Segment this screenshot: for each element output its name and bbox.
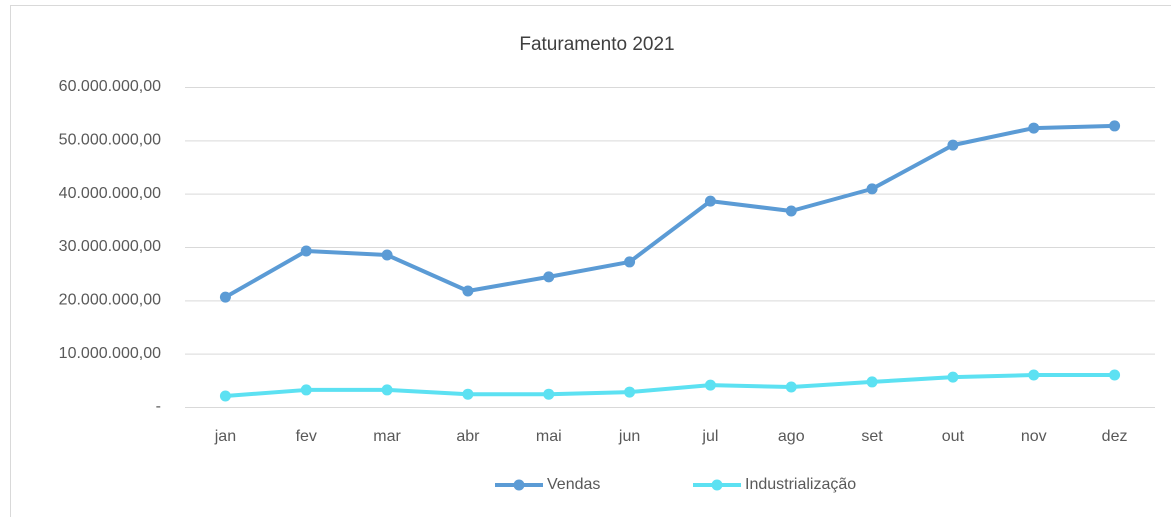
legend-marker [711,479,723,491]
point [219,390,231,402]
point [462,285,474,297]
x-tick-label: ago [778,428,805,445]
point [1028,122,1040,134]
series-line [225,373,1115,399]
x-tick-label: jan [214,428,236,445]
y-tick-label: 30.000.000,00 [59,238,161,255]
point [300,245,312,257]
point [785,381,797,393]
point [1109,369,1121,381]
point [947,371,959,383]
point [543,388,555,400]
x-tick-label: mai [536,428,562,445]
series-line [224,123,1115,299]
x-tick-label: set [861,428,883,445]
point [219,291,231,303]
point [704,379,716,391]
x-tick-label: dez [1102,428,1128,445]
legend-marker [513,479,525,491]
point [624,386,636,398]
x-tick-label: abr [456,428,480,445]
x-tick-label: nov [1021,428,1047,445]
y-tick-label: - [156,398,161,415]
x-tick-label: fev [296,428,317,445]
x-tick-label: jul [701,428,718,445]
point [624,256,636,268]
point [1028,369,1040,381]
point [947,139,959,151]
point [381,249,393,261]
y-tick-label: 60.000.000,00 [59,78,161,95]
point [785,205,797,217]
point [462,388,474,400]
y-tick-label: 50.000.000,00 [59,132,161,149]
point [381,384,393,396]
x-tick-label: jun [618,428,640,445]
legend-label: Industrialização [745,476,856,493]
x-tick-label: out [942,428,965,445]
y-tick-label: 20.000.000,00 [59,292,161,309]
point [1109,120,1121,132]
chart-frame [10,5,1171,517]
x-tick-label: mar [373,428,401,445]
point [300,384,312,396]
chart-title: Faturamento 2021 [519,34,674,55]
y-tick-label: 10.000.000,00 [59,345,161,362]
legend-label: Vendas [547,476,600,493]
point [704,195,716,207]
y-tick-label: 40.000.000,00 [59,185,161,202]
point [866,376,878,388]
point [543,271,555,283]
point [866,183,878,195]
